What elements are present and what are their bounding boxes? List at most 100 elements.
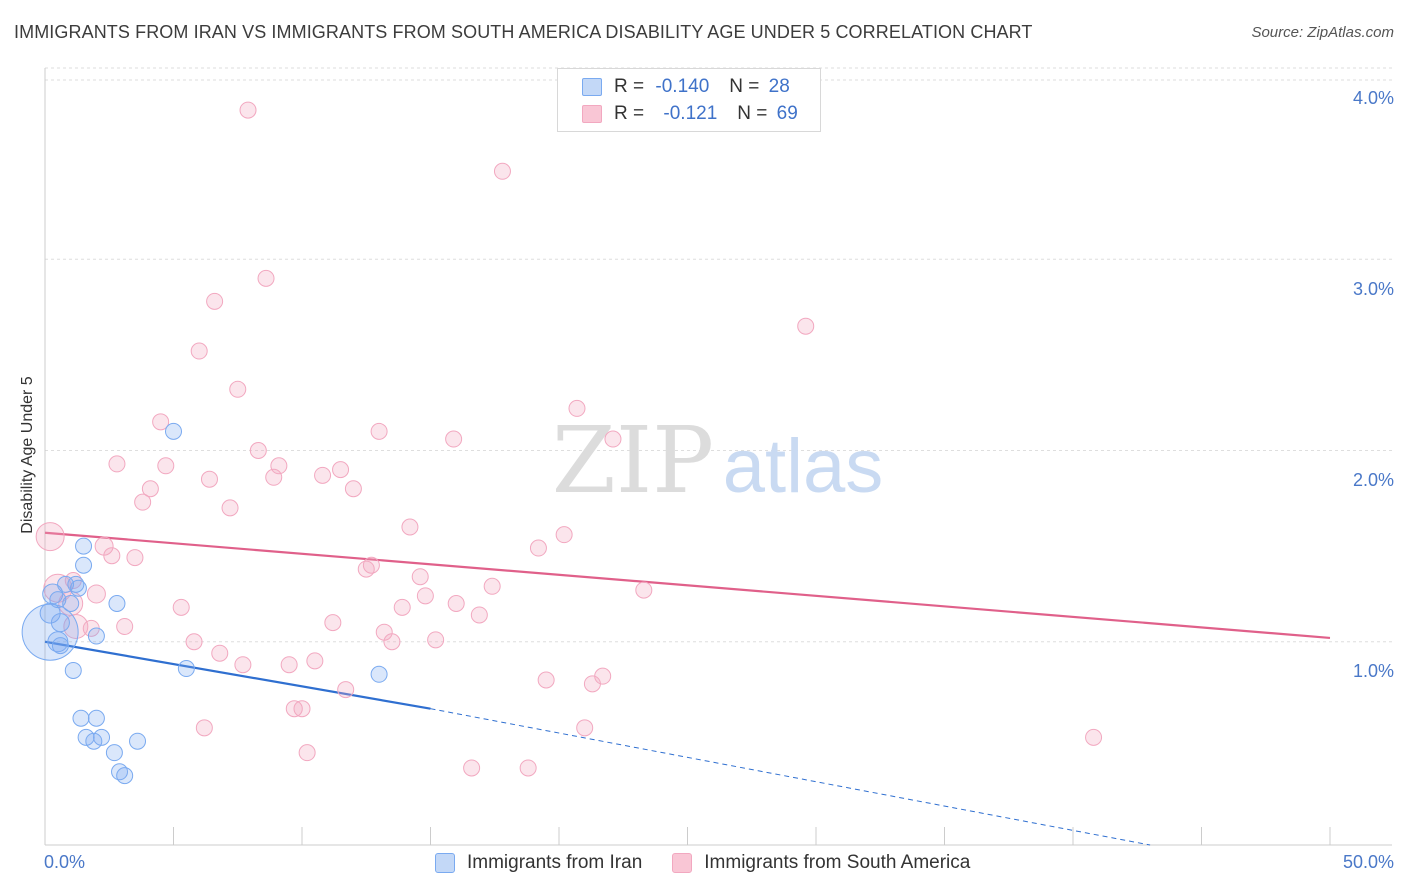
point-iran [370, 665, 388, 683]
series-legend: Immigrants from Iran Immigrants from Sou… [435, 852, 1000, 874]
point-iran [105, 744, 123, 762]
point-iran [49, 591, 67, 609]
point-south-america [229, 380, 247, 398]
point-south-america [270, 457, 288, 475]
point-south-america [383, 633, 401, 651]
legend-item-iran[interactable]: Immigrants from Iran [435, 852, 642, 874]
point-iran [87, 709, 105, 727]
legend-label-iran: Immigrants from Iran [467, 852, 643, 873]
point-south-america [221, 499, 239, 517]
legend-swatch-iran [435, 853, 455, 873]
n-value: 69 [776, 103, 798, 124]
point-south-america [249, 442, 267, 459]
watermark-zip: ZIP [552, 407, 714, 514]
point-south-america [447, 595, 465, 612]
point-south-america [393, 598, 411, 616]
point-iran [87, 627, 105, 645]
trend-line-south-america [44, 531, 1331, 640]
point-iran [116, 767, 134, 785]
point-south-america [116, 617, 134, 635]
axes [44, 68, 1392, 846]
r-label: R = [614, 103, 645, 124]
legend-swatch-iran [582, 78, 602, 96]
r-value: -0.121 [663, 103, 718, 124]
point-south-america [293, 700, 311, 718]
point-south-america [519, 759, 537, 777]
point-south-america [568, 399, 586, 417]
point-iran [75, 537, 93, 555]
trend-lines [44, 531, 1331, 846]
point-iran [64, 661, 82, 679]
point-iran [72, 709, 90, 727]
point-iran [177, 660, 195, 678]
point-south-america [234, 656, 252, 674]
point-south-america [529, 539, 547, 557]
legend-item-south-america[interactable]: Immigrants from South America [672, 852, 970, 874]
point-south-america [362, 556, 380, 574]
n-label: N = [737, 103, 768, 124]
point-south-america [411, 568, 429, 586]
legend-row-south-america: R = -0.121 N = 69 [582, 103, 798, 125]
point-iran [93, 728, 111, 746]
point-south-america [211, 644, 229, 662]
point-south-america [239, 101, 257, 119]
point-south-america [445, 430, 463, 448]
point-south-america [1085, 728, 1103, 746]
point-south-america [332, 461, 350, 479]
point-iran [85, 732, 103, 750]
legend-swatch-south-america [582, 105, 602, 123]
point-south-america [635, 581, 653, 599]
watermark-atlas: atlas [723, 424, 884, 509]
point-south-america [35, 522, 65, 552]
legend-swatch-south-america [672, 853, 693, 873]
y-tick-label: 2.0% [1352, 470, 1394, 490]
point-south-america [157, 457, 175, 475]
y-tick-label: 4.0% [1352, 88, 1394, 108]
x-tick-label: 50.0% [1342, 852, 1394, 872]
y-tick-label: 3.0% [1352, 279, 1394, 299]
stats-legend: R = -0.140 N = 28 R = -0.121 N = 69 [557, 68, 821, 132]
r-label: R = [614, 76, 645, 97]
legend-row-iran: R = -0.140 N = 28 [582, 76, 790, 98]
legend-label-south-america: Immigrants from South America [704, 852, 971, 873]
point-iran [108, 595, 126, 612]
point-south-america [206, 292, 224, 310]
point-south-america [576, 719, 594, 737]
point-south-america [103, 547, 121, 565]
point-iran [21, 603, 79, 661]
trend-line-iran-extension [430, 708, 1151, 846]
point-south-america [463, 759, 481, 777]
n-value: 28 [768, 76, 790, 97]
point-south-america [306, 652, 324, 670]
n-label: N = [729, 76, 760, 97]
point-south-america [190, 342, 208, 360]
point-south-america [344, 480, 362, 498]
point-south-america [427, 631, 445, 649]
point-south-america [555, 526, 573, 544]
point-south-america [185, 633, 203, 651]
point-iran [75, 556, 93, 574]
point-south-america [134, 493, 152, 511]
point-south-america [537, 671, 555, 689]
point-south-america [401, 518, 419, 536]
data-points [21, 101, 1103, 785]
r-value: -0.140 [655, 76, 710, 97]
point-south-america [63, 613, 89, 639]
x-tick-label: 0.0% [44, 852, 86, 872]
point-south-america [370, 422, 388, 440]
y-axis-title: Disability Age Under 5 [19, 376, 36, 534]
point-south-america [108, 455, 126, 473]
point-south-america [337, 681, 355, 699]
point-south-america [594, 667, 612, 685]
point-south-america [86, 584, 106, 604]
point-south-america [141, 480, 159, 498]
point-iran [165, 422, 182, 440]
y-tick-label: 1.0% [1352, 661, 1394, 681]
point-south-america [604, 430, 622, 448]
point-south-america [298, 744, 316, 762]
point-iran [69, 579, 87, 597]
point-iran [57, 575, 75, 593]
point-south-america [152, 413, 170, 431]
point-south-america [195, 719, 213, 737]
